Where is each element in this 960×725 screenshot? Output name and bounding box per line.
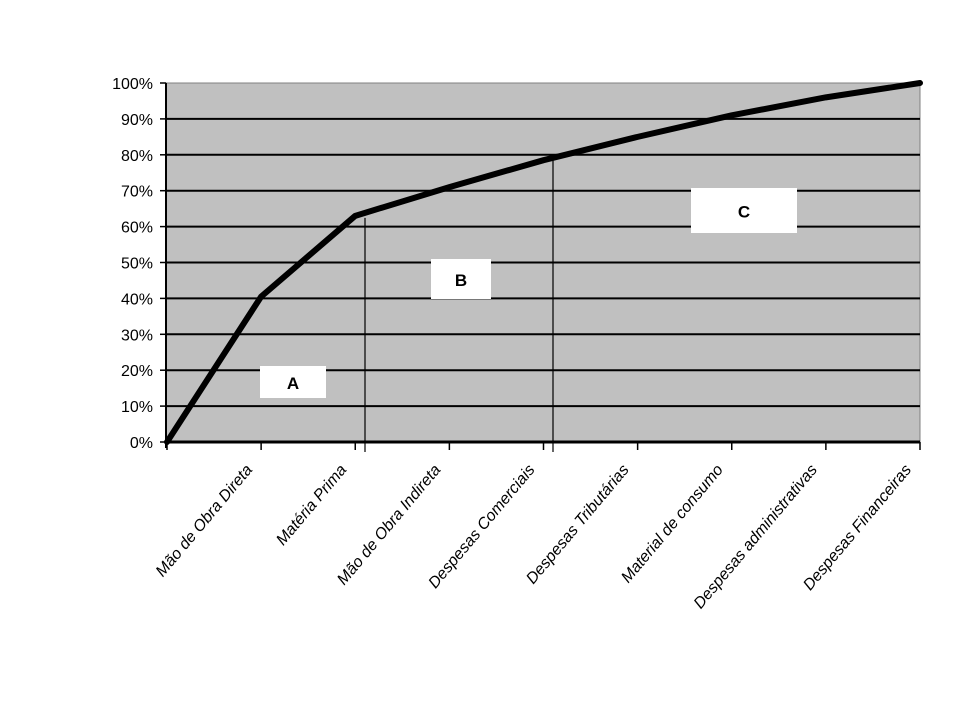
- class-label-a: A: [260, 366, 326, 398]
- label-box: [260, 366, 326, 398]
- class-letter: A: [287, 374, 299, 393]
- y-tick-label: 10%: [121, 399, 153, 416]
- y-tick-label: 70%: [121, 184, 153, 201]
- label-box: [431, 259, 491, 299]
- y-tick-label: 90%: [121, 112, 153, 129]
- y-tick-label: 50%: [121, 256, 153, 273]
- x-tick-label: Mão de Obra Indireta: [334, 462, 444, 589]
- x-tick-label: Mão de Obra Direta: [153, 462, 256, 581]
- abc-dividers: [364, 156, 554, 452]
- y-axis: 0% 10% 20% 30% 40% 50% 60% 70% 80% 90% 100%: [112, 76, 166, 452]
- class-label-c: C: [691, 188, 797, 233]
- x-tick-label: Despesas Tributárias: [523, 462, 632, 588]
- class-letter: C: [738, 203, 750, 222]
- y-tick-label: 20%: [121, 363, 153, 380]
- class-label-b: B: [431, 259, 491, 299]
- x-tick-label: Matéria Prima: [273, 462, 350, 549]
- x-tick-label: Material de consumo: [618, 462, 727, 587]
- y-tick-label: 40%: [121, 291, 153, 308]
- label-box: [691, 188, 797, 233]
- y-tick-label: 0%: [130, 435, 153, 452]
- y-tick-label: 60%: [121, 220, 153, 237]
- y-tick-label: 80%: [121, 148, 153, 165]
- class-letter: B: [455, 271, 467, 290]
- cumulative-line: [164, 80, 923, 445]
- x-tick-label: Despesas Comerciais: [426, 462, 539, 592]
- y-tick-label: 30%: [121, 327, 153, 344]
- abc-class-labels: A B C: [260, 188, 797, 398]
- y-tick-label: 100%: [112, 76, 153, 93]
- x-tick-label: Despesas Financeiras: [800, 462, 915, 594]
